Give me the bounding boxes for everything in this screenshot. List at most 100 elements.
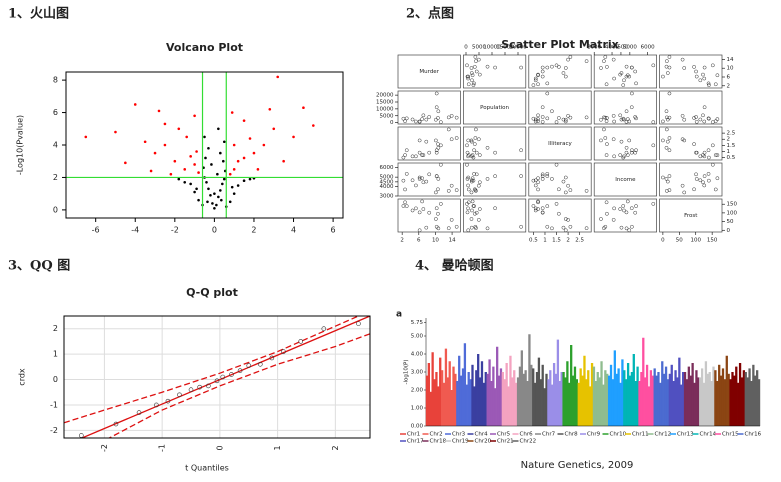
point (706, 172, 711, 176)
point (536, 200, 540, 205)
y-tick-label: 4500 (380, 179, 394, 185)
point (540, 105, 545, 110)
point (438, 120, 443, 124)
point (434, 138, 438, 143)
y-tick-label: 2 (53, 324, 58, 333)
point (222, 177, 226, 181)
point (698, 154, 703, 159)
point (177, 127, 181, 131)
point (627, 228, 632, 233)
point (473, 55, 478, 59)
point (417, 175, 422, 180)
y-tick-label: 3.00 (411, 370, 424, 376)
point (207, 146, 210, 150)
legend-label: Chr11 (632, 432, 649, 438)
lines (64, 316, 370, 438)
plot-frame (63, 315, 371, 439)
legend-label: Chr9 (587, 432, 601, 438)
point (177, 177, 181, 181)
x-tick-label: 10 (432, 237, 439, 243)
point (664, 177, 669, 181)
y-tick-label: 4.00 (411, 352, 424, 358)
point (604, 119, 609, 124)
y-tick-label: 2.00 (411, 388, 424, 394)
legend-label: Chr8 (565, 432, 579, 438)
x-tick-label: 6000 (641, 45, 655, 51)
y-tick-label: 0.00 (411, 424, 424, 430)
legend-label: Chr22 (520, 439, 537, 445)
point (540, 115, 545, 119)
point (420, 153, 424, 157)
point (269, 355, 275, 361)
point (401, 204, 406, 208)
y-tick-label: 5000 (380, 175, 394, 181)
point (661, 119, 665, 124)
point (477, 153, 482, 157)
y-tick-label: 3000 (380, 194, 394, 200)
point (667, 148, 672, 153)
point (471, 83, 476, 87)
point (611, 57, 616, 62)
legend-label: Chr21 (497, 439, 514, 445)
point (540, 65, 545, 70)
x-tick-label: 5000 (472, 45, 486, 51)
y-tick-label: 1.5 (727, 143, 736, 149)
x-tick-label: 4000 (605, 45, 619, 51)
y-tick-label: 15000 (376, 100, 394, 106)
point (421, 153, 426, 157)
point (230, 185, 234, 189)
point (476, 57, 481, 62)
envelope-line (107, 333, 370, 438)
point (436, 109, 441, 114)
point (568, 224, 573, 229)
point (485, 64, 490, 69)
panel-heading: 2、点图 (406, 6, 454, 22)
point (417, 150, 422, 155)
y-tick-label: 6000 (380, 165, 394, 171)
point (213, 192, 216, 195)
point (612, 154, 617, 159)
point (667, 174, 672, 178)
x-tick-label: 5000 (623, 45, 637, 51)
point (321, 326, 327, 332)
point (472, 65, 477, 69)
point (533, 208, 538, 213)
point (561, 71, 566, 75)
point (713, 187, 718, 192)
point (584, 189, 589, 193)
point (612, 76, 617, 81)
point (692, 187, 696, 192)
point (404, 172, 409, 176)
point (282, 159, 285, 163)
point (470, 78, 474, 83)
point (193, 114, 196, 118)
point (713, 153, 718, 157)
point (624, 210, 629, 215)
chart-title: Scatter Plot Matrix (501, 38, 619, 51)
cell-frame (463, 198, 527, 233)
point (466, 74, 471, 79)
y-tick-label: 1.00 (411, 406, 424, 412)
point (540, 177, 545, 181)
point (474, 59, 478, 64)
y-tick-label: 14 (727, 57, 734, 63)
point (664, 115, 669, 120)
point (466, 175, 471, 180)
point (183, 181, 187, 184)
point (611, 217, 616, 222)
point (474, 189, 478, 193)
cell-frame (593, 126, 657, 161)
point (625, 199, 630, 204)
point (258, 361, 263, 367)
point (207, 187, 210, 191)
point (246, 363, 252, 368)
y-axis-label: crdx (18, 368, 27, 386)
point (599, 217, 603, 221)
point (230, 111, 234, 114)
y-tick-label: -2 (50, 426, 58, 435)
x-tick-label: 0 (212, 226, 217, 235)
point (519, 224, 523, 229)
point (531, 116, 536, 121)
point (533, 206, 538, 211)
point (434, 105, 439, 110)
